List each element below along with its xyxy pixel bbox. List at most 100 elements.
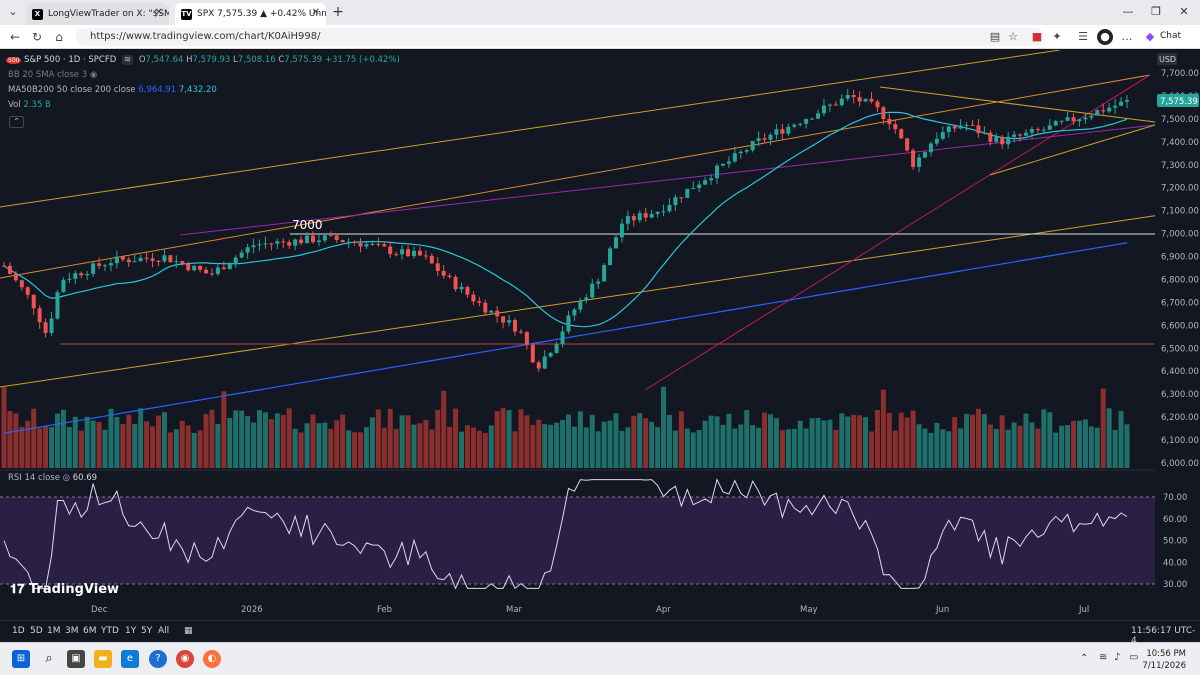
- system-clock[interactable]: 10:56 PM 7/11/2026: [1142, 649, 1186, 671]
- candle-body: [1018, 134, 1023, 136]
- back-icon[interactable]: ←: [9, 30, 21, 44]
- candle-body: [631, 216, 636, 221]
- volume-bar: [459, 431, 465, 468]
- home-icon[interactable]: ⌂: [55, 30, 63, 44]
- candle-body: [560, 331, 565, 345]
- bb-indicator-legend[interactable]: BB 20 SMA close 3 ◉: [8, 70, 98, 80]
- candle-body: [364, 244, 369, 247]
- tab-title: LongViewTrader on X: "$SMH wee: [48, 9, 169, 19]
- candle-body: [221, 267, 226, 270]
- volume-bar: [251, 422, 257, 468]
- volume-icon[interactable]: ♪: [1114, 652, 1121, 663]
- chart-canvas[interactable]: 7000 7,700.007,600.007,500.007,400.007,3…: [0, 50, 1200, 642]
- chrome-icon[interactable]: ◉: [176, 650, 194, 668]
- symbol-title: S&P 500 · 1D · SPCFD: [24, 55, 117, 65]
- tab-list-icon[interactable]: ⌄: [8, 5, 18, 18]
- candle-body: [328, 235, 333, 237]
- symbol-legend[interactable]: 500 S&P 500 · 1D · SPCFD ≋ O7,547.64 H7,…: [6, 55, 400, 65]
- new-tab-button[interactable]: +: [332, 4, 344, 20]
- timeframe-ytd[interactable]: YTD: [101, 626, 119, 636]
- favorites-icon[interactable]: ☰: [1078, 30, 1088, 43]
- extension-icon[interactable]: ■: [1031, 30, 1043, 43]
- candle-body: [299, 239, 304, 244]
- candle-body: [548, 352, 553, 357]
- volume-bar: [381, 427, 387, 468]
- volume-bar: [482, 432, 488, 468]
- volume-bar: [60, 409, 66, 468]
- volume-bar: [613, 413, 619, 468]
- rsi-legend[interactable]: RSI 14 close ◎ 60.69: [8, 473, 98, 483]
- candle-body: [720, 163, 725, 166]
- task-view-icon[interactable]: ▣: [67, 650, 85, 668]
- battery-icon[interactable]: ▭: [1129, 652, 1139, 663]
- volume-bar: [898, 412, 904, 468]
- candle-body: [334, 235, 339, 240]
- candle-body: [798, 123, 803, 125]
- date-range-icon[interactable]: ▦: [184, 626, 193, 636]
- browser-tab-x[interactable]: X LongViewTrader on X: "$SMH wee ✕: [26, 3, 169, 25]
- volume-bar: [298, 432, 304, 468]
- close-tab-icon[interactable]: ✕: [311, 7, 320, 18]
- firefox-icon[interactable]: ◐: [203, 650, 221, 668]
- time-axis: Dec 2026 Feb Mar Apr May Jun Jul: [91, 605, 1089, 615]
- rsi-axis: 70.00 60.00 50.00 40.00 30.00: [1163, 493, 1187, 590]
- chat-button[interactable]: Chat: [1160, 31, 1182, 41]
- candle-body: [97, 263, 102, 266]
- more-options-icon[interactable]: …: [1121, 30, 1133, 43]
- volume-bar: [684, 428, 690, 468]
- minimize-button[interactable]: —: [1122, 5, 1134, 18]
- timeframe-3m[interactable]: 3M: [65, 626, 79, 636]
- eye-hidden-icon[interactable]: ◉: [89, 70, 98, 80]
- maximize-button[interactable]: ❐: [1151, 5, 1161, 18]
- search-icon[interactable]: ⌕: [45, 651, 53, 666]
- close-tab-icon[interactable]: ✕: [154, 7, 163, 18]
- timeframe-1m[interactable]: 1M: [47, 626, 61, 636]
- timeframe-6m[interactable]: 6M: [83, 626, 97, 636]
- volume-legend[interactable]: Vol 2.35 B: [8, 100, 51, 110]
- refresh-icon[interactable]: ↻: [31, 30, 43, 44]
- candle-body: [584, 297, 589, 301]
- chart-bottom-toolbar: 1D 5D 1M 3M 6M YTD 1Y 5Y All ▦ 11:56:17 …: [0, 620, 1200, 642]
- reader-view-icon[interactable]: ▤: [989, 30, 1001, 43]
- volume-bar: [7, 411, 13, 468]
- rsi-settings-icon[interactable]: ◎: [62, 473, 71, 483]
- candle-body: [703, 180, 708, 185]
- tradingview-chart[interactable]: 7000 7,700.007,600.007,500.007,400.007,3…: [0, 50, 1200, 642]
- volume-bar: [809, 418, 815, 468]
- file-explorer-icon[interactable]: ▬: [94, 650, 112, 668]
- volume-bar: [399, 415, 405, 468]
- timeframe-1d[interactable]: 1D: [12, 626, 25, 636]
- timeframe-5y[interactable]: 5Y: [141, 626, 153, 636]
- timeframe-all[interactable]: All: [158, 626, 170, 636]
- profile-avatar[interactable]: ●: [1097, 29, 1113, 45]
- time-tick-label: Apr: [656, 605, 671, 615]
- tray-overflow-icon[interactable]: ⌃: [1080, 653, 1089, 664]
- favorite-star-icon[interactable]: ☆: [1008, 30, 1018, 43]
- timeframe-1y[interactable]: 1Y: [125, 626, 137, 636]
- windows-start-icon[interactable]: ⊞: [12, 650, 30, 668]
- candle-body: [459, 286, 464, 290]
- candle-body: [934, 138, 939, 144]
- candle-body: [512, 320, 517, 332]
- edge-browser-icon[interactable]: e: [121, 650, 139, 668]
- candle-body: [91, 263, 96, 274]
- volume-bar: [310, 414, 316, 468]
- browser-tab-tradingview[interactable]: TV SPX 7,575.39 ▲ +0.42% Unnamed ✕: [175, 3, 326, 25]
- copilot-icon[interactable]: ◆: [1145, 30, 1155, 43]
- help-icon[interactable]: ?: [149, 650, 167, 668]
- close-window-button[interactable]: ✕: [1179, 5, 1189, 18]
- candle-body: [394, 254, 399, 256]
- extensions-puzzle-icon[interactable]: ✦: [1052, 30, 1062, 43]
- candle-body: [192, 265, 197, 271]
- wifi-icon[interactable]: ≋: [1099, 652, 1108, 663]
- legend-toggle-icon[interactable]: ≋: [122, 55, 134, 65]
- collapse-legend-icon[interactable]: ⌃: [9, 116, 25, 128]
- volume-bar: [1100, 388, 1106, 468]
- candle-body: [726, 161, 731, 164]
- volume-bar: [387, 408, 393, 468]
- address-bar[interactable]: https://www.tradingview.com/chart/K0AiH9…: [76, 28, 1044, 46]
- ma-indicator-legend[interactable]: MA50B200 50 close 200 close 6,964.91 7,4…: [8, 85, 217, 95]
- utc-clock[interactable]: 11:56:17 UTC-4: [1131, 626, 1196, 642]
- timeframe-5d[interactable]: 5D: [30, 626, 43, 636]
- volume-bar: [411, 424, 417, 468]
